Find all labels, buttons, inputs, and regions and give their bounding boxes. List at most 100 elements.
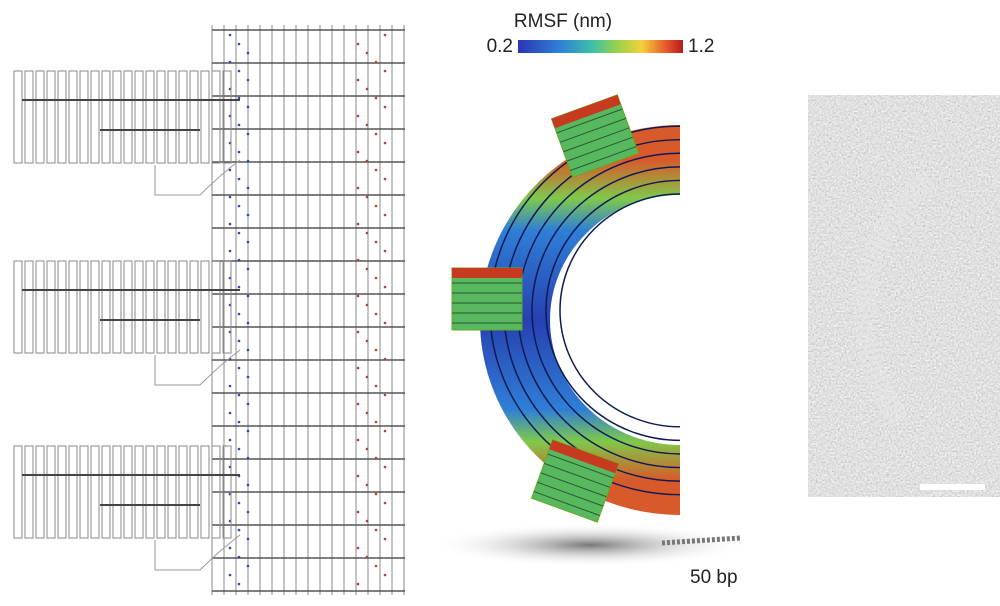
module-helix [113, 261, 121, 353]
rmsf-model [452, 95, 680, 522]
module-helix [14, 261, 22, 353]
module-helix [47, 446, 55, 538]
staple-dot [229, 385, 232, 388]
staple-dot [384, 538, 387, 541]
staple-dot [357, 475, 360, 478]
staple-dot [238, 583, 241, 586]
module-tip [452, 268, 522, 278]
module-helix [69, 446, 77, 538]
staple-dot [238, 421, 241, 424]
staple-dot [229, 61, 232, 64]
staple-dot [366, 124, 369, 127]
staple-dot [238, 448, 241, 451]
module-helix [14, 446, 22, 538]
staple-dot [366, 556, 369, 559]
staple-dot [229, 547, 232, 550]
staple-dot [366, 484, 369, 487]
staple-dot [366, 520, 369, 523]
staple-dot [238, 286, 241, 289]
staple-dot [247, 133, 250, 136]
staple-dot [247, 52, 250, 55]
staple-dot [375, 277, 378, 280]
staple-dot [357, 151, 360, 154]
staple-dot [375, 421, 378, 424]
staple-dot [247, 565, 250, 568]
shadow [430, 523, 750, 567]
staple-dot [238, 313, 241, 316]
module-helix [157, 71, 165, 163]
origami-design [14, 25, 405, 595]
module-helix [58, 71, 66, 163]
staple-dot [238, 259, 241, 262]
staple-dot [366, 52, 369, 55]
staple-dot [357, 547, 360, 550]
module-helix [47, 71, 55, 163]
module-helix [102, 446, 110, 538]
staple-dot [357, 43, 360, 46]
module-helix [190, 71, 198, 163]
staple-dot [238, 232, 241, 235]
staple-dot [375, 457, 378, 460]
staple-dot [366, 376, 369, 379]
module-helix [25, 261, 33, 353]
module-helix [168, 71, 176, 163]
staple-dot [247, 511, 250, 514]
staple-dot [384, 394, 387, 397]
staple-dot [238, 394, 241, 397]
module-helix [135, 71, 143, 163]
module-linker [155, 350, 240, 385]
staple-dot [384, 106, 387, 109]
module-helix [157, 261, 165, 353]
staple-dot [238, 205, 241, 208]
staple-dot [247, 349, 250, 352]
module-helix [69, 261, 77, 353]
staple-dot [357, 115, 360, 118]
module-helix [146, 446, 154, 538]
colorbar [518, 40, 683, 53]
staple-dot [384, 286, 387, 289]
colorbar-title: RMSF (nm) [514, 11, 612, 32]
module-helix [58, 446, 66, 538]
staple-dot [384, 358, 387, 361]
staple-dot [229, 34, 232, 37]
staple-dot [384, 34, 387, 37]
figure: RMSF (nm) 0.2 1.2 50 bp [0, 0, 1000, 606]
module-helix [58, 261, 66, 353]
staple-dot [375, 313, 378, 316]
staple-dot [247, 106, 250, 109]
module-helix [91, 261, 99, 353]
staple-dot [375, 205, 378, 208]
staple-dot [366, 88, 369, 91]
module-helix [124, 261, 132, 353]
colorbar-max: 1.2 [688, 36, 714, 57]
staple-dot [229, 412, 232, 415]
module-helix [80, 261, 88, 353]
staple-dot [366, 340, 369, 343]
staple-dot [247, 241, 250, 244]
staple-dot [229, 439, 232, 442]
staple-dot [238, 556, 241, 559]
module-helix [113, 71, 121, 163]
staple-dot [247, 403, 250, 406]
staple-dot [384, 322, 387, 325]
module-helix [36, 446, 44, 538]
module-helix [179, 261, 187, 353]
module-helix [91, 71, 99, 163]
module-helix [91, 446, 99, 538]
staple-dot [384, 178, 387, 181]
staple-dot [384, 214, 387, 217]
module-helix [47, 261, 55, 353]
staple-dot [247, 79, 250, 82]
module-helix [212, 261, 220, 353]
module-helix [190, 446, 198, 538]
em-scale-bar [920, 484, 985, 490]
module-helix [25, 71, 33, 163]
module-helix [146, 261, 154, 353]
module-helix [179, 446, 187, 538]
staple-dot [384, 574, 387, 577]
staple-dot [375, 97, 378, 100]
staple-dot [229, 196, 232, 199]
module-helix [146, 71, 154, 163]
module-helix [25, 446, 33, 538]
staple-dot [247, 457, 250, 460]
